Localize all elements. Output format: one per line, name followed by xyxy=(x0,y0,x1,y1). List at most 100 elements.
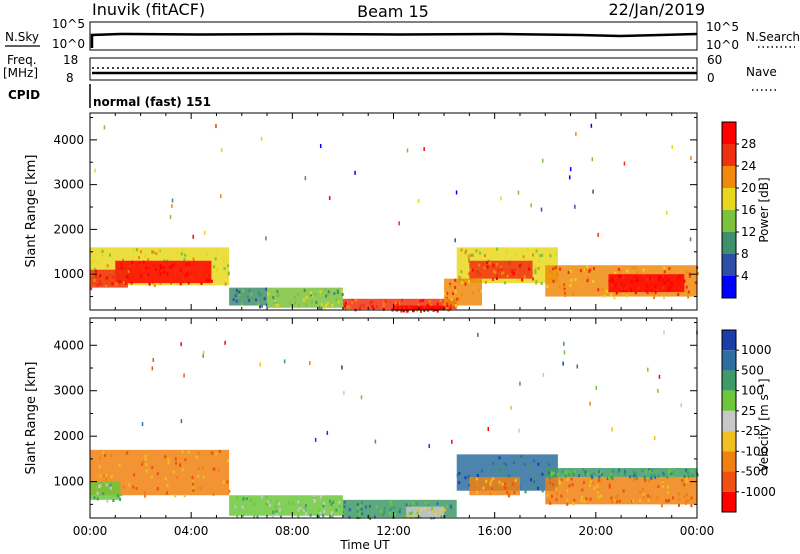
data-cell xyxy=(145,274,148,278)
colorbar-segment xyxy=(722,370,736,391)
data-cell xyxy=(432,307,435,311)
data-cell xyxy=(634,472,637,476)
data-cell xyxy=(513,491,516,495)
data-cell xyxy=(493,265,496,269)
data-cell xyxy=(93,278,96,282)
data-cell xyxy=(646,284,649,288)
data-cell xyxy=(313,498,316,502)
data-cell xyxy=(541,472,544,476)
data-cell xyxy=(400,309,403,313)
data-cell xyxy=(242,289,245,293)
data-cell xyxy=(94,275,97,279)
data-cell xyxy=(584,473,587,477)
data-cell xyxy=(505,251,508,255)
data-cell xyxy=(624,286,627,290)
data-cell xyxy=(586,265,589,269)
data-cell xyxy=(444,292,447,296)
data-cell xyxy=(646,289,649,293)
data-cell xyxy=(176,250,179,254)
data-cell xyxy=(144,254,147,258)
data-cell xyxy=(527,248,530,252)
data-cell xyxy=(222,480,225,484)
data-cell xyxy=(685,270,688,274)
data-cell xyxy=(523,275,526,279)
data-cell xyxy=(568,472,571,476)
data-cell xyxy=(218,468,221,472)
data-cell xyxy=(343,391,345,396)
data-cell xyxy=(622,291,625,295)
data-cell xyxy=(610,293,613,297)
data-cell xyxy=(382,304,385,308)
data-cell xyxy=(431,507,434,511)
data-cell xyxy=(688,272,691,276)
x-tick-label: 12:00 xyxy=(376,524,411,538)
data-cell xyxy=(598,475,601,479)
data-cell xyxy=(696,272,699,276)
data-cell xyxy=(551,483,554,487)
data-cell xyxy=(105,265,108,269)
data-cell xyxy=(499,469,502,473)
data-cell xyxy=(584,470,587,474)
data-cell xyxy=(449,504,452,508)
data-cell xyxy=(644,478,647,482)
data-cell xyxy=(513,268,516,272)
data-cell xyxy=(454,238,456,243)
data-cell xyxy=(398,306,401,310)
data-cell xyxy=(696,473,699,477)
data-cell xyxy=(211,451,214,455)
data-cell xyxy=(548,463,551,467)
data-cell xyxy=(561,470,564,474)
data-cell xyxy=(634,291,637,295)
data-cell xyxy=(278,508,281,512)
data-cell xyxy=(382,300,385,304)
data-cell xyxy=(426,303,429,307)
data-cell xyxy=(676,276,679,280)
data-cell xyxy=(424,501,427,505)
data-cell xyxy=(265,236,267,241)
data-cell xyxy=(344,301,347,305)
data-cell xyxy=(412,309,415,313)
data-cell xyxy=(248,289,251,293)
x-tick-label: 20:00 xyxy=(579,524,614,538)
data-cell xyxy=(597,488,600,492)
data-cell xyxy=(106,264,109,268)
data-cell xyxy=(398,301,401,305)
data-cell xyxy=(96,497,99,501)
data-cell xyxy=(546,493,549,497)
data-cell xyxy=(360,395,363,400)
data-cell xyxy=(260,304,263,308)
data-cell xyxy=(522,255,525,259)
data-cell xyxy=(305,512,308,516)
data-cell xyxy=(442,303,445,307)
data-cell xyxy=(507,483,510,487)
data-cell xyxy=(454,285,457,289)
data-cell xyxy=(599,479,602,483)
data-cell xyxy=(103,125,106,130)
data-cell xyxy=(684,499,687,503)
data-cell xyxy=(688,274,691,278)
data-cell xyxy=(245,497,248,501)
data-cell xyxy=(103,474,106,478)
data-cell xyxy=(642,268,645,272)
data-cell xyxy=(449,282,452,286)
data-cell xyxy=(246,295,249,299)
data-cell xyxy=(541,489,544,493)
data-cell xyxy=(506,274,509,278)
data-cell xyxy=(554,252,557,256)
cpid-label: CPID xyxy=(8,88,40,102)
data-cell xyxy=(123,265,126,269)
data-cell xyxy=(632,499,635,503)
data-cell xyxy=(532,253,535,257)
data-cell xyxy=(667,491,670,495)
data-cell xyxy=(657,275,660,279)
data-cell xyxy=(348,515,351,519)
data-cell xyxy=(498,484,501,488)
data-cell xyxy=(216,270,219,274)
data-cell xyxy=(476,490,479,494)
data-cell xyxy=(653,436,656,441)
data-cell xyxy=(512,272,515,276)
data-cell xyxy=(118,463,121,467)
data-cell xyxy=(513,470,516,474)
data-cell xyxy=(171,263,174,267)
data-cell xyxy=(188,262,191,266)
